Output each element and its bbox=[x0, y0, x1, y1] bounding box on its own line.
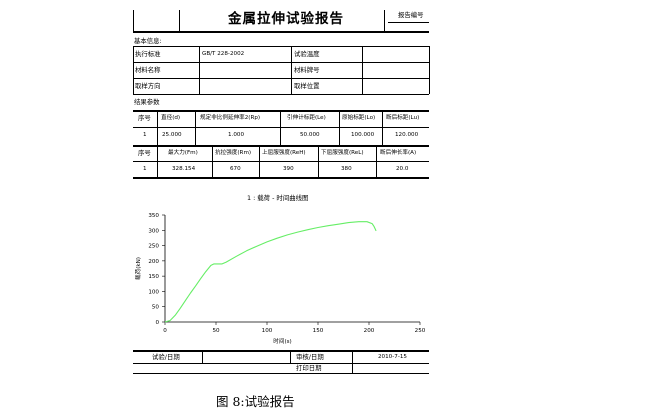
results2-header-a: 断后伸长率(A) bbox=[380, 150, 417, 156]
chart-title: 1 : 载荷 - 时间曲线图 bbox=[247, 194, 309, 202]
report-title: 金属拉伸试验报告 bbox=[228, 11, 344, 27]
results2-v3 bbox=[259, 145, 260, 177]
load-time-chart: 0 50 100 150 200 250 300 350 0 50 100 150 200 250 时间(s… bbox=[134, 213, 426, 345]
results2-cell-rel: 380 bbox=[341, 166, 352, 172]
results1-cell-index: 1 bbox=[143, 132, 147, 138]
footer-v1 bbox=[202, 351, 203, 363]
results1-header-index: 序号 bbox=[138, 114, 151, 122]
x-tick-label-250: 250 bbox=[415, 328, 426, 334]
results2-header-rm: 抗拉强度(Rm) bbox=[215, 150, 252, 156]
results2-header-fm: 最大力(Fm) bbox=[168, 150, 198, 156]
results2-cell-reh: 390 bbox=[283, 166, 294, 172]
y-tick-label-100: 100 bbox=[148, 289, 159, 295]
y-tick-label-300: 300 bbox=[148, 228, 159, 234]
material-grade-label: 材料牌号 bbox=[294, 66, 320, 74]
results2-header-reh: 上屈服强度(ReH) bbox=[262, 150, 306, 156]
title-left-rule-2 bbox=[179, 10, 180, 32]
title-bottom-rule bbox=[133, 31, 429, 33]
results1-cell-le: 50.000 bbox=[300, 132, 320, 138]
basic-info-label: 基本信息: bbox=[134, 37, 162, 45]
info-grid-top bbox=[133, 46, 429, 47]
y-tick-label-50: 50 bbox=[152, 305, 160, 311]
footer-v3 bbox=[352, 351, 353, 373]
report-number-underline bbox=[388, 22, 429, 23]
results2-cell-index: 1 bbox=[143, 166, 147, 172]
results1-header-lo: 原始标距(Lo) bbox=[342, 115, 376, 121]
info-grid-v1 bbox=[199, 46, 200, 94]
test-date-label: 试验/日期 bbox=[152, 353, 180, 361]
results1-header-diameter: 直径(d) bbox=[161, 115, 181, 121]
results2-cell-rm: 670 bbox=[230, 166, 241, 172]
results2-v1 bbox=[157, 145, 158, 177]
footer-top-rule bbox=[133, 350, 429, 352]
results-label: 结果参数 bbox=[134, 98, 160, 106]
results1-header-lu: 断后标距(Lu) bbox=[386, 115, 420, 121]
results1-v1 bbox=[157, 110, 158, 145]
y-tick-label-350: 350 bbox=[148, 213, 159, 219]
sampling-position-label: 取样位置 bbox=[294, 82, 320, 90]
info-grid-v2 bbox=[291, 46, 292, 94]
results1-v4 bbox=[339, 110, 340, 145]
results1-v3 bbox=[280, 110, 281, 145]
sampling-direction-label: 取样方向 bbox=[135, 82, 161, 90]
y-tick-label-200: 200 bbox=[148, 259, 159, 265]
results2-v5 bbox=[376, 145, 377, 177]
report-number-label: 报告编号 bbox=[398, 11, 424, 19]
series-line-0 bbox=[164, 221, 377, 323]
results1-top bbox=[133, 110, 429, 112]
y-tick-label-0: 0 bbox=[155, 320, 159, 326]
results1-v5 bbox=[382, 110, 383, 145]
material-name-label: 材料名称 bbox=[135, 66, 161, 74]
results2-cell-a: 20.0 bbox=[396, 166, 409, 172]
x-tick-label-50: 50 bbox=[212, 328, 220, 334]
results1-bottom bbox=[133, 145, 429, 147]
standard-value: GB/T 228-2002 bbox=[202, 51, 245, 57]
results1-cell-rp: 1.000 bbox=[228, 132, 245, 138]
info-grid-v3 bbox=[362, 46, 363, 94]
results1-cell-lo: 100.000 bbox=[351, 132, 375, 138]
x-tick-label-200: 200 bbox=[364, 328, 375, 334]
y-tick-label-150: 150 bbox=[148, 274, 159, 280]
results1-header-le: 引伸计标距(Le) bbox=[287, 115, 326, 121]
title-right-rule bbox=[384, 10, 385, 32]
y-axis-label: 载荷(kN) bbox=[134, 257, 142, 280]
figure-caption: 图 8:试验报告 bbox=[216, 394, 295, 409]
info-grid-bottom bbox=[133, 94, 429, 95]
results2-bottom bbox=[133, 177, 429, 179]
results1-mid bbox=[133, 127, 429, 128]
info-grid-vright bbox=[429, 46, 430, 94]
footer-bottom-rule bbox=[133, 373, 429, 374]
review-date-label: 审核/日期 bbox=[296, 353, 324, 361]
footer-mid-rule bbox=[133, 363, 429, 364]
y-tick-label-250: 250 bbox=[148, 244, 159, 250]
results2-v2 bbox=[212, 145, 213, 177]
x-tick-label-0: 0 bbox=[163, 328, 167, 334]
results2-mid bbox=[133, 161, 429, 162]
results1-v2 bbox=[195, 110, 196, 145]
print-date-label: 打印日期 bbox=[296, 364, 322, 372]
info-grid-vleft bbox=[133, 46, 134, 94]
info-grid-row1 bbox=[133, 62, 429, 63]
results1-cell-lu: 120.000 bbox=[395, 132, 419, 138]
results1-header-rp: 规定非比例延伸率2(Rp) bbox=[200, 115, 261, 121]
review-date-value: 2010-7-15 bbox=[378, 354, 407, 360]
standard-label: 执行标准 bbox=[135, 50, 161, 58]
title-left-rule bbox=[133, 10, 134, 32]
results2-header-rel: 下屈服强度(ReL) bbox=[321, 150, 364, 156]
results2-cell-fm: 328.154 bbox=[172, 166, 196, 172]
x-axis-label: 时间(s) bbox=[273, 337, 291, 345]
info-grid-row2 bbox=[133, 78, 429, 79]
x-tick-label-100: 100 bbox=[262, 328, 273, 334]
footer-v2 bbox=[290, 351, 291, 363]
results2-v4 bbox=[318, 145, 319, 177]
results1-cell-diameter: 25.000 bbox=[162, 132, 182, 138]
results2-header-index: 序号 bbox=[138, 149, 151, 157]
test-temperature-label: 试验温度 bbox=[294, 50, 320, 58]
x-tick-label-150: 150 bbox=[313, 328, 324, 334]
